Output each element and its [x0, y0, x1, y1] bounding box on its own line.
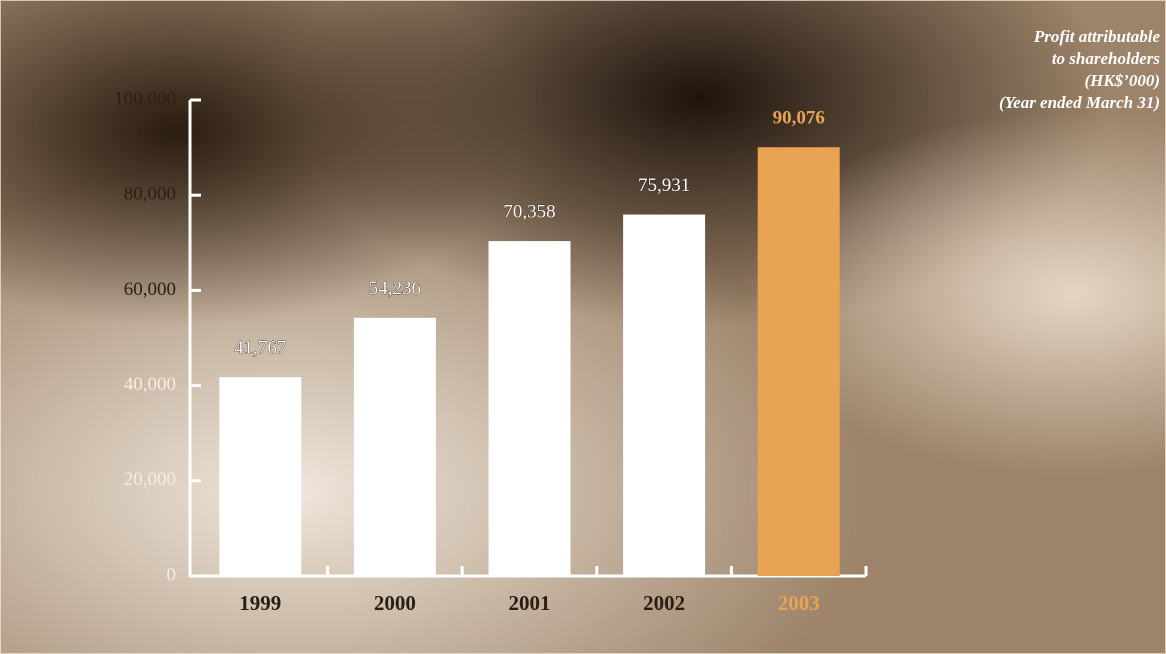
title-line: to shareholders	[1052, 49, 1161, 68]
title: Profit attributable to shareholders (HK$’0…	[999, 27, 1160, 112]
value-label: 41,767	[234, 338, 286, 359]
x-tick-label: 2003	[778, 591, 820, 615]
value-label: 75,931	[638, 175, 690, 196]
x-tick-label: 2000	[374, 591, 416, 615]
bar	[623, 214, 706, 577]
y-tick-label: 40,000	[124, 374, 176, 395]
bar	[353, 317, 436, 576]
y-tick-label: 0	[167, 564, 177, 585]
bar	[488, 241, 571, 576]
x-tick-label: 1999	[239, 591, 281, 615]
value-label: 90,076	[773, 108, 825, 129]
value-label: 54,236	[369, 278, 421, 299]
y-tick-label: 20,000	[124, 469, 176, 490]
title-line: (HK$’000)	[1084, 71, 1160, 90]
x-tick-label: 2001	[509, 591, 551, 615]
bar	[757, 147, 840, 577]
y-tick-label: 80,000	[124, 184, 176, 205]
value-label: 70,358	[503, 201, 555, 222]
y-tick-label: 60,000	[124, 279, 176, 300]
title-line: (Year ended March 31)	[999, 93, 1160, 112]
bar	[219, 377, 302, 576]
x-tick-label: 2002	[643, 591, 685, 615]
title-line: Profit attributable	[1033, 27, 1161, 46]
y-tick-label: 100,000	[114, 88, 176, 109]
